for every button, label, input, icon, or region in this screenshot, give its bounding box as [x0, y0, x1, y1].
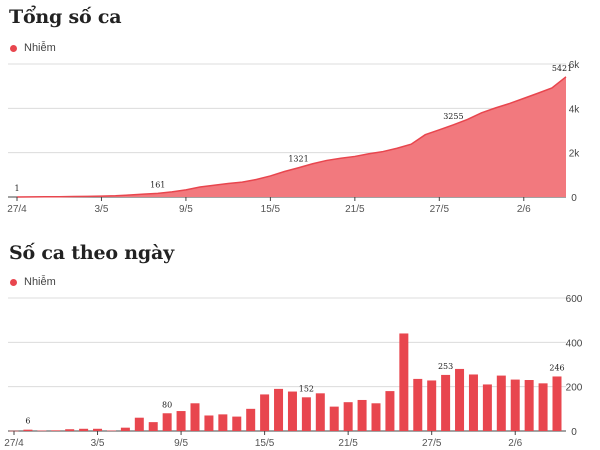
data-label: 3255	[443, 112, 463, 121]
bar-7-5	[148, 422, 158, 431]
bar-11-5	[204, 415, 214, 431]
x-tick-label: 9/5	[179, 204, 193, 215]
bar-23-5	[371, 403, 381, 431]
data-label: 80	[162, 400, 172, 409]
y-tick-label: 200	[566, 383, 583, 394]
bar-28-5	[441, 374, 451, 431]
bar-6-5	[134, 417, 144, 431]
y-tick-label: 4k	[569, 104, 581, 115]
bar-17-5	[287, 391, 297, 431]
x-tick-label: 2/6	[517, 204, 531, 215]
y-tick-label: 6k	[569, 60, 581, 71]
bar-29-4	[37, 430, 47, 432]
bar-9-5	[176, 411, 186, 431]
x-tick-label: 15/5	[255, 438, 275, 449]
bar-4-6	[538, 383, 548, 431]
daily-legend[interactable]: Nhiễm	[10, 276, 56, 288]
bar-15-5	[260, 394, 270, 431]
bar-20-5	[329, 406, 339, 431]
x-tick-label: 3/5	[95, 204, 109, 215]
bar-3-5	[93, 428, 103, 431]
bar-5-5	[120, 427, 130, 431]
bar-16-5	[274, 388, 284, 431]
cumulative-legend[interactable]: Nhiễm	[10, 42, 56, 54]
bar-27-5	[427, 380, 437, 431]
bar-1-6	[496, 375, 506, 431]
bar-8-5	[162, 413, 172, 431]
y-tick-label: 0	[571, 193, 577, 204]
bar-29-5	[455, 368, 465, 431]
legend-marker-icon	[10, 44, 17, 52]
x-tick-label: 9/5	[174, 438, 188, 449]
bar-21-5	[343, 402, 353, 431]
data-label: 6	[25, 417, 30, 426]
bar-5-6	[552, 376, 562, 431]
bar-22-5	[357, 399, 367, 431]
data-label: 1321	[288, 155, 308, 164]
cumulative-legend-label: Nhiễm	[24, 42, 56, 54]
data-label: 161	[150, 180, 165, 189]
x-tick-label: 27/4	[4, 438, 24, 449]
x-tick-label: 3/5	[91, 438, 105, 449]
bar-30-4	[51, 430, 61, 431]
x-tick-label: 15/5	[261, 204, 281, 215]
bar-30-5	[468, 374, 478, 431]
bar-14-5	[246, 408, 256, 431]
bar-25-5	[399, 333, 409, 431]
x-tick-label: 21/5	[338, 438, 358, 449]
bar-28-4	[23, 429, 33, 431]
y-tick-label: 2k	[569, 149, 581, 160]
bar-10-5	[190, 403, 200, 431]
series-line-nhiem	[16, 76, 567, 198]
bar-13-5	[232, 416, 242, 431]
bar-2-5	[79, 428, 89, 431]
data-label: 246	[549, 363, 564, 372]
legend-marker-icon	[10, 278, 17, 286]
bar-26-5	[413, 378, 423, 431]
x-tick-label: 2/6	[508, 438, 522, 449]
x-tick-label: 27/4	[7, 204, 27, 215]
daily-chart-title: Số ca theo ngày	[9, 242, 174, 264]
bar-4-5	[106, 430, 116, 432]
y-tick-label: 400	[566, 338, 583, 349]
bar-31-5	[482, 384, 492, 431]
data-label: 5421	[552, 64, 572, 73]
data-label: 253	[438, 362, 453, 371]
x-tick-label: 21/5	[345, 204, 365, 215]
daily-legend-label: Nhiễm	[24, 276, 56, 288]
series-area-nhiem	[17, 76, 566, 197]
bar-12-5	[218, 414, 228, 431]
cumulative-area-chart: 0 2k 4k 6k 27/4 3/5 9/5 15/5 21/5 27/5 2/6 1 161 1321…	[7, 60, 581, 215]
data-label: 1	[14, 184, 19, 193]
x-tick-label: 27/5	[422, 438, 442, 449]
x-tick-label: 27/5	[430, 204, 450, 215]
bar-3-6	[524, 380, 534, 431]
daily-bar-chart: 0 200 400 600 27/4 3/5 9/5 15/5 21/5 27/5 2/6 6 80 15…	[4, 294, 583, 449]
bar-24-5	[385, 391, 395, 431]
y-tick-label: 0	[571, 427, 577, 438]
cumulative-chart-title: Tổng số ca	[9, 6, 122, 28]
data-label: 152	[299, 384, 314, 393]
y-tick-label: 600	[566, 294, 583, 305]
bar-19-5	[315, 393, 325, 431]
bar-1-5	[65, 429, 75, 431]
bar-2-6	[510, 379, 520, 431]
bar-18-5	[301, 397, 311, 431]
